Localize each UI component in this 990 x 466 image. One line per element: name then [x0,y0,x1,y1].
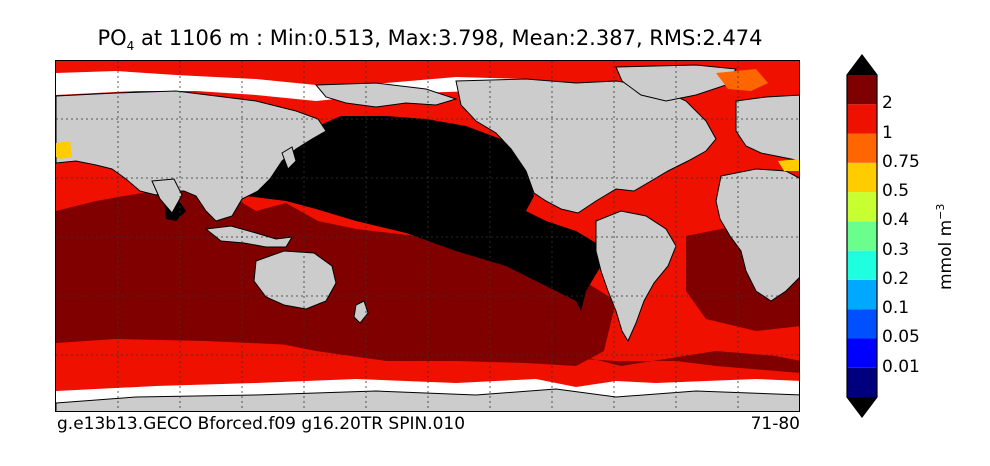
colorbar-tick-label: 0.5 [882,181,910,202]
colorbar-segment [847,75,877,105]
land-indonesia [204,225,293,248]
units-exponent: −3 [934,203,948,220]
land-new-zealand [353,300,369,324]
colorbar-tick-label: 0.05 [882,327,920,348]
colorbar-under-extend [847,397,877,417]
colorbar-segment [847,162,877,193]
land-antarctica [56,388,799,411]
title-stats: at 1106 m : Min:0.513, Max:3.798, Mean:2… [134,26,763,50]
colorbar-outline [846,54,878,418]
colorbar-tick-label: 2 [882,93,893,114]
colorbar-tick-label: 0.01 [882,356,920,377]
colorbar-segment [847,192,877,222]
land-alaska [314,82,458,108]
ocean-band-2-3-southern [56,316,799,373]
ocean-arctic-orange-patch [716,69,768,91]
map-graticule [56,61,799,411]
colorbar-tick-label: 0.75 [882,151,920,172]
land-india [151,178,183,214]
units-base: mmol m [935,219,956,291]
colorbar-tick-label: 0.1 [882,298,910,319]
colorbar-segment [847,338,877,368]
colorbar-tick-label: 0.4 [882,210,910,231]
colorbar-segment [847,133,877,163]
colorbar-over-extend [847,55,877,75]
land-eurasia [56,90,327,222]
colorbar-segment [847,279,877,310]
colorbar-segment [847,367,877,397]
plot-title: PO4 at 1106 m : Min:0.513, Max:3.798, Me… [0,26,860,53]
colorbar-tick-label: 0.2 [882,268,910,289]
land-africa [715,168,799,302]
land-south-america [595,210,677,343]
land-masses [56,64,799,411]
colorbar-segment [847,104,877,134]
colorbar-units-label: mmol m−3 [934,197,956,297]
colorbar [846,54,878,418]
colorbar-svg [846,54,878,418]
ocean-mediterranean-yellow-patch [778,159,799,171]
title-variable: PO [97,26,127,50]
case-name-label: g.e13b13.GECO Bforced.f09 g16.20TR SPIN.… [57,414,466,434]
map-svg [56,61,799,411]
land-europe [735,94,799,162]
map-panel [55,60,800,412]
colorbar-tick-label: 0.3 [882,239,910,260]
colorbar-segment [847,309,877,339]
colorbar-segment [847,250,877,280]
ocean-caspian-yellow-patch [56,141,72,159]
colorbar-segment [847,221,877,251]
ocean-north-pacific-high [246,116,601,311]
colorbar-tick-label: 1 [882,122,893,143]
land-japan [281,146,297,170]
years-label: 71-80 [750,414,800,434]
title-subscript: 4 [126,39,135,54]
